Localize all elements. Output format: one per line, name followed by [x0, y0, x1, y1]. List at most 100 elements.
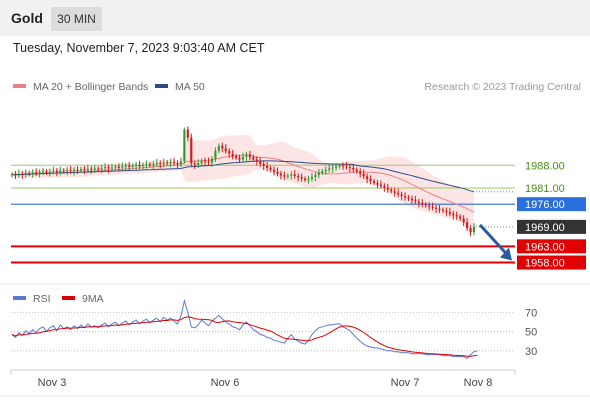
candle-body: [466, 222, 469, 229]
candle-body: [138, 164, 141, 167]
candle-body: [172, 162, 176, 164]
ma20-swatch: [13, 84, 26, 88]
candle-body: [248, 154, 251, 158]
candle-body: [200, 160, 203, 164]
candle-body: [279, 173, 282, 176]
candle-body: [86, 168, 89, 171]
candle-body: [59, 170, 62, 173]
timeframe-badge[interactable]: 30 MIN: [51, 7, 102, 31]
candle-body: [10, 174, 14, 176]
rsi-panel: RSI 9MA 70 50 30: [11, 293, 537, 360]
candle-body: [472, 226, 476, 233]
candle-body: [369, 178, 372, 182]
candle-body: [148, 164, 151, 166]
candle-body: [455, 215, 458, 217]
candle-body: [69, 170, 72, 172]
candle-body: [338, 165, 341, 167]
candle-body: [28, 173, 31, 175]
candle-body: [397, 192, 400, 195]
candle-body: [128, 165, 131, 167]
last-price-tag: [517, 219, 586, 234]
candle-body: [462, 218, 465, 223]
rsi-ma-swatch: [62, 296, 75, 300]
ma50-swatch: [155, 84, 168, 88]
candle-body: [17, 173, 20, 176]
candle-body: [393, 191, 396, 193]
candle-body: [283, 175, 286, 177]
candle-body: [445, 210, 448, 212]
candle-body: [428, 205, 431, 207]
candle-body: [100, 168, 103, 170]
rsi-ma-line: [11, 316, 478, 357]
candle-body: [345, 166, 348, 168]
candle-body: [417, 201, 420, 203]
candle-body: [24, 173, 27, 175]
candle-body: [414, 200, 417, 202]
candle-body: [231, 153, 234, 157]
candle-body: [266, 165, 269, 168]
candle-body: [286, 175, 289, 177]
candle-body: [272, 169, 276, 172]
candle-body: [300, 177, 303, 179]
candle-body: [459, 216, 462, 219]
level-label: 1969.00: [525, 222, 565, 234]
candle-body: [317, 172, 320, 175]
candle-body: [214, 151, 217, 159]
candle-body: [104, 167, 107, 169]
candle-body: [252, 157, 255, 160]
price-panel: 1988.00 1981.00 1976.00 1969.00 1963.00 1958.…: [0, 126, 590, 397]
candle-body: [303, 178, 307, 180]
instrument-title: Gold: [11, 10, 43, 26]
candle-body: [441, 209, 445, 211]
candle-body: [438, 208, 441, 210]
candle-body: [110, 167, 114, 169]
candle-body: [310, 176, 314, 179]
candle-body: [72, 169, 76, 172]
candle-body: [352, 167, 355, 170]
candle-body: [141, 165, 145, 167]
candle-body: [35, 172, 38, 174]
candle-body: [262, 163, 265, 166]
candle-body: [31, 172, 34, 175]
time-tick-label: Nov 3: [38, 377, 67, 389]
time-tick-label: Nov 6: [211, 377, 240, 389]
candle-body: [90, 168, 93, 170]
rsi-tick-label: 30: [525, 346, 537, 358]
candle-body: [410, 198, 414, 201]
candle-body: [45, 171, 48, 173]
header-bar: Gold 30 MIN: [0, 0, 590, 36]
candle-body: [131, 165, 134, 167]
candle-body: [76, 169, 79, 171]
candle-body: [372, 181, 376, 184]
candle-body: [359, 171, 362, 174]
rsi-tick-label: 50: [525, 327, 537, 339]
candle-body: [79, 169, 83, 171]
candle-body: [193, 163, 196, 165]
candle-body: [452, 213, 455, 216]
level-tag: [517, 239, 586, 254]
candle-body: [186, 129, 189, 138]
time-tick-label: Nov 7: [391, 377, 420, 389]
candle-body: [83, 169, 86, 171]
candle-body: [424, 204, 427, 206]
candle-body: [366, 176, 369, 179]
candle-body: [314, 175, 317, 177]
candle-body: [114, 166, 117, 168]
candle-body: [210, 158, 214, 163]
candle-body: [183, 129, 186, 162]
rsi-swatch: [13, 296, 26, 300]
candle-body: [307, 178, 310, 180]
candle-body: [259, 161, 262, 164]
level-tag: [517, 197, 586, 212]
forecast-arrow-head: [500, 247, 512, 261]
level-label: 1988.00: [525, 160, 565, 172]
candle-body: [421, 202, 424, 205]
rsi-line: [11, 298, 478, 360]
candle-body: [293, 174, 296, 176]
candle-body: [390, 189, 393, 192]
price-legend: MA 20 + Bollinger Bands MA 50 Research © 2…: [13, 81, 581, 93]
ma20-legend-label: MA 20 + Bollinger Bands: [33, 81, 148, 93]
candle-body: [355, 169, 358, 172]
candle-body: [255, 159, 258, 162]
